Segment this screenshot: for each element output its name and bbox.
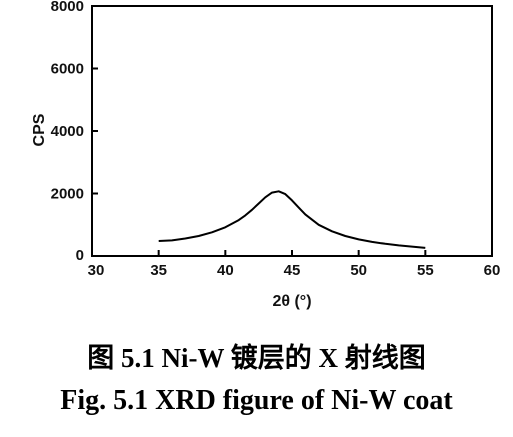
series-line: [158, 190, 426, 249]
x-tick-label: 55: [417, 262, 434, 279]
y-tick-label: 6000: [51, 61, 84, 78]
axis-ticks: 30 35 40 45 50 55 60 0 2000 4000 6000 8000: [51, 0, 501, 279]
series-layer: [158, 190, 426, 249]
y-tick-label: 4000: [51, 123, 84, 140]
xrd-chart: 30 35 40 45 50 55 60 0 2000 4000 6000 8000 CPS 2θ (…: [31, 0, 501, 310]
plot-frame: [91, 5, 493, 257]
y-tick-label: 2000: [51, 186, 84, 203]
x-tick-label: 35: [150, 262, 167, 279]
figure-caption-chinese: 图 5.1 Ni-W 镀层的 X 射线图: [87, 343, 426, 373]
y-tick-label: 8000: [51, 0, 84, 15]
x-axis-label: 2θ (°): [272, 293, 311, 310]
x-tick-label: 60: [484, 262, 501, 279]
plot-border: [91, 5, 493, 257]
y-axis-label: CPS: [31, 113, 48, 146]
x-tick-label: 50: [350, 262, 367, 279]
figure-caption-english: Fig. 5.1 XRD figure of Ni-W coat: [60, 385, 453, 416]
x-tick-label: 30: [88, 262, 105, 279]
y-tick-label: 0: [76, 247, 84, 264]
x-tick-label: 45: [284, 262, 301, 279]
x-tick-label: 40: [217, 262, 234, 279]
